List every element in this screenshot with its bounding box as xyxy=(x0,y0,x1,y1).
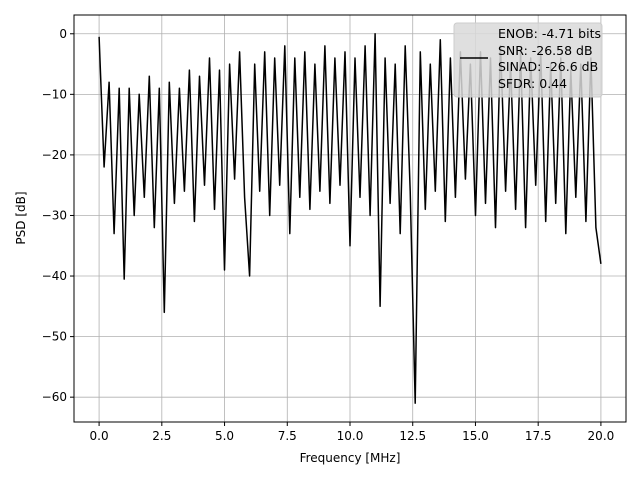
legend-enob: ENOB: -4.71 bits xyxy=(498,26,601,41)
y-tick-label: −10 xyxy=(42,87,67,101)
psd-line xyxy=(98,33,602,404)
x-axis-label: Frequency [MHz] xyxy=(300,451,401,465)
y-tick-label: −40 xyxy=(42,269,67,283)
series xyxy=(98,33,602,404)
legend-snr: SNR: -26.58 dB xyxy=(498,43,593,58)
legend-sinad: SINAD: -26.6 dB xyxy=(498,59,598,74)
x-ticks: 0.0 2.5 5.0 7.5 10.0 12.5 15.0 17.5 20.0 xyxy=(90,422,615,443)
y-ticks: 0 −10 −20 −30 −40 −50 −60 xyxy=(42,27,74,404)
y-tick-label: −20 xyxy=(42,148,67,162)
x-tick-label: 12.5 xyxy=(399,429,426,443)
y-tick-label: −30 xyxy=(42,208,67,222)
x-tick-label: 0.0 xyxy=(90,429,109,443)
y-tick-label: 0 xyxy=(59,27,67,41)
x-tick-label: 2.5 xyxy=(152,429,171,443)
x-tick-label: 20.0 xyxy=(588,429,615,443)
legend-box xyxy=(453,22,603,98)
y-tick-label: −60 xyxy=(42,390,67,404)
x-tick-label: 10.0 xyxy=(337,429,364,443)
x-tick-label: 5.0 xyxy=(215,429,234,443)
x-tick-label: 17.5 xyxy=(525,429,552,443)
x-tick-label: 15.0 xyxy=(462,429,489,443)
legend: ENOB: -4.71 bits SNR: -26.58 dB SINAD: -… xyxy=(453,22,603,98)
y-tick-label: −50 xyxy=(42,330,67,344)
x-tick-label: 7.5 xyxy=(278,429,297,443)
legend-sfdr: SFDR: 0.44 xyxy=(498,76,567,91)
y-axis-label: PSD [dB] xyxy=(14,191,28,244)
